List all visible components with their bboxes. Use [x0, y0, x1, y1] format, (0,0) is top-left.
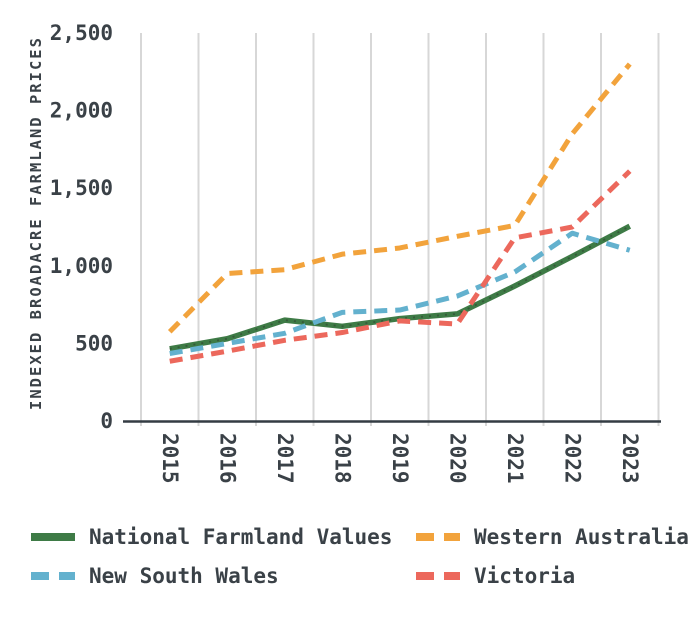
legend-label-new-south-wales: New South Wales: [89, 564, 279, 588]
svg-text:2,000: 2,000: [50, 99, 113, 123]
legend-label-national-farmland-values: National Farmland Values: [89, 525, 393, 549]
svg-text:2015: 2015: [158, 433, 182, 484]
legend-swatch-national-farmland-values: [31, 533, 75, 541]
svg-text:2019: 2019: [388, 433, 412, 484]
legend-item-victoria: Victoria: [415, 564, 575, 588]
legend-swatch-victoria: [416, 572, 460, 580]
y-axis-title: INDEXED BROADACRE FARMLAND PRICES: [27, 36, 45, 410]
svg-text:1,500: 1,500: [50, 176, 113, 200]
legend-label-western-australia: Western Australia: [474, 525, 689, 549]
svg-text:2018: 2018: [330, 433, 354, 484]
svg-text:2023: 2023: [618, 433, 642, 484]
legend-label-victoria: Victoria: [474, 564, 576, 588]
svg-text:2020: 2020: [445, 433, 469, 484]
svg-text:2,500: 2,500: [50, 21, 113, 45]
svg-text:500: 500: [75, 331, 113, 355]
svg-text:1,000: 1,000: [50, 254, 113, 278]
svg-text:2017: 2017: [273, 433, 297, 484]
legend-item-western-australia: Western Australia: [415, 525, 689, 549]
legend-item-national-farmland-values: National Farmland Values: [30, 525, 392, 549]
chart-plot-area: 0 500 1,000 1,500 2,000 2,500 2015 2016 2017 2018…: [50, 21, 661, 484]
svg-text:2021: 2021: [503, 433, 527, 484]
legend-swatch-new-south-wales: [31, 572, 75, 580]
svg-text:2016: 2016: [215, 433, 239, 484]
svg-text:2022: 2022: [560, 433, 584, 484]
legend-item-new-south-wales: New South Wales: [30, 564, 279, 588]
svg-text:0: 0: [100, 409, 113, 433]
legend-swatch-western-australia: [416, 533, 460, 541]
